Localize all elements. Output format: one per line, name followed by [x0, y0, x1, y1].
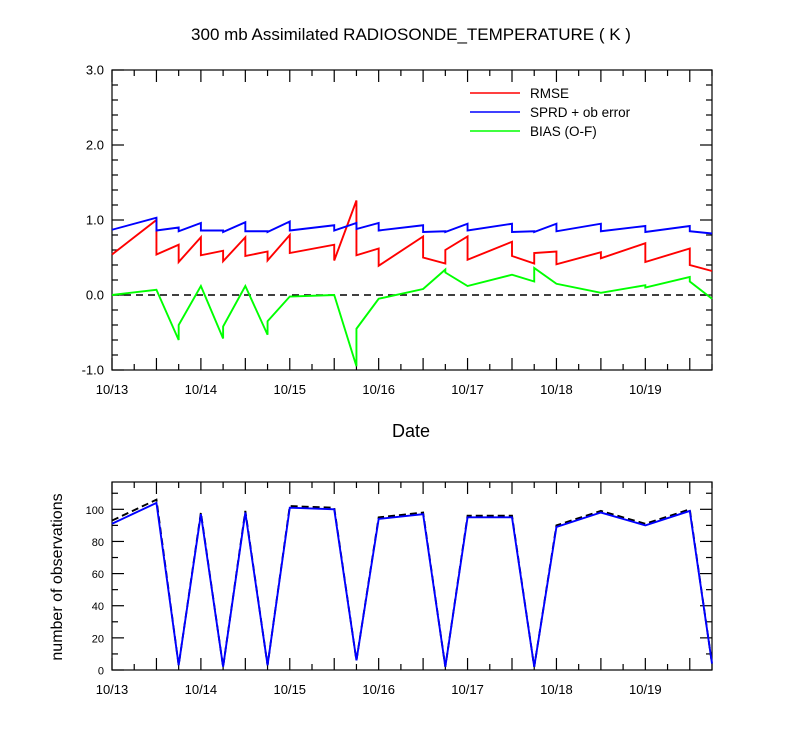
bottom-x-tick-label: 10/18	[540, 682, 573, 697]
bottom-frame	[111, 481, 713, 671]
panel-top: 10/13 10/14 10/15 10/16 10/17 10/18 10/19 -1.0 0…	[82, 63, 713, 397]
bottom-x-tick-label: 10/13	[96, 682, 129, 697]
bottom-x-tick-label: 10/17	[451, 682, 484, 697]
top-x-tick-label: 10/17	[451, 382, 484, 397]
top-y-tick-label: -1.0	[82, 363, 104, 378]
top-x-tick-label: 10/18	[540, 382, 573, 397]
top-series-rmse	[111, 200, 713, 272]
top-y-tick-label: 3.0	[86, 63, 104, 78]
chart-title: 300 mb Assimilated RADIOSONDE_TEMPERATUR…	[191, 25, 631, 44]
y-axis-label-observations: number of observations	[49, 493, 66, 660]
top-x-tick-label: 10/14	[185, 382, 218, 397]
bottom-y-tick-label: 0	[98, 666, 104, 678]
legend: RMSE SPRD + ob error BIAS (O-F)	[470, 86, 631, 139]
panel-bottom: 10/13 10/14 10/15 10/16 10/17 10/18 10/19 0 20 40…	[86, 481, 713, 697]
bottom-x-tick-label: 10/19	[629, 682, 662, 697]
bottom-y-tick-label: 100	[86, 505, 104, 517]
bottom-x-tick-label: 10/15	[274, 682, 307, 697]
top-series-sprd-ob-error	[111, 216, 713, 235]
legend-label-bias: BIAS (O-F)	[530, 124, 597, 139]
top-x-tick-label: 10/19	[629, 382, 662, 397]
bottom-y-tick-label: 40	[92, 601, 104, 613]
bottom-x-tick-label: 10/14	[185, 682, 218, 697]
x-axis-label: Date	[392, 421, 430, 441]
bottom-series-observations-assimilated	[111, 501, 713, 667]
legend-label-sprd: SPRD + ob error	[530, 105, 631, 120]
top-y-tick-label: 0.0	[86, 288, 104, 303]
top-series-bias-o-f	[111, 266, 713, 367]
bottom-y-tick-label: 20	[92, 633, 104, 645]
top-x-tick-label: 10/16	[362, 382, 395, 397]
bottom-y-tick-label: 60	[92, 569, 104, 581]
top-x-tick-label: 10/15	[274, 382, 307, 397]
bottom-x-tick-label: 10/16	[362, 682, 395, 697]
legend-label-rmse: RMSE	[530, 86, 569, 101]
top-y-tick-label: 2.0	[86, 138, 104, 153]
bottom-y-tick-label: 80	[92, 537, 104, 549]
top-y-tick-label: 1.0	[86, 213, 104, 228]
top-x-tick-label: 10/13	[96, 382, 129, 397]
